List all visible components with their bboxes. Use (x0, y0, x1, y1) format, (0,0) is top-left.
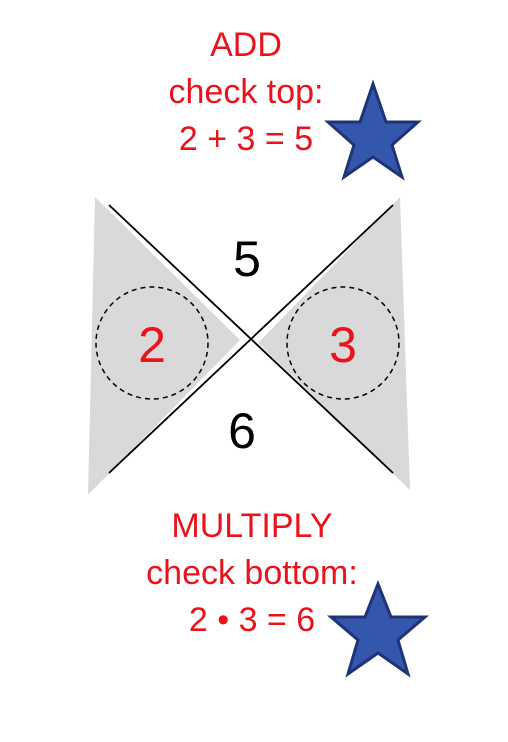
right-circle (286, 286, 400, 400)
bottom-number: 6 (228, 403, 256, 459)
left-number: 2 (138, 317, 166, 373)
x-line-up (108, 204, 394, 474)
right-number: 3 (329, 317, 357, 373)
add-caption: ADD check top: 2 + 3 = 5 (0, 22, 500, 163)
add-title: ADD (210, 26, 282, 64)
star-icon (324, 79, 422, 181)
multiply-equation: 2 • 3 = 6 (188, 601, 316, 639)
multiply-instruction: check bottom: (146, 554, 358, 592)
multiply-title: MULTIPLY (171, 507, 333, 545)
right-wedge (258, 197, 410, 490)
star-icon (326, 579, 430, 678)
left-wedge (88, 197, 240, 495)
add-instruction: check top: (168, 73, 324, 111)
multiply-caption: MULTIPLY check bottom: 2 • 3 = 6 (0, 503, 506, 644)
left-circle (95, 286, 209, 400)
add-equation: 2 + 3 = 5 (178, 120, 314, 158)
top-number: 5 (233, 231, 261, 287)
